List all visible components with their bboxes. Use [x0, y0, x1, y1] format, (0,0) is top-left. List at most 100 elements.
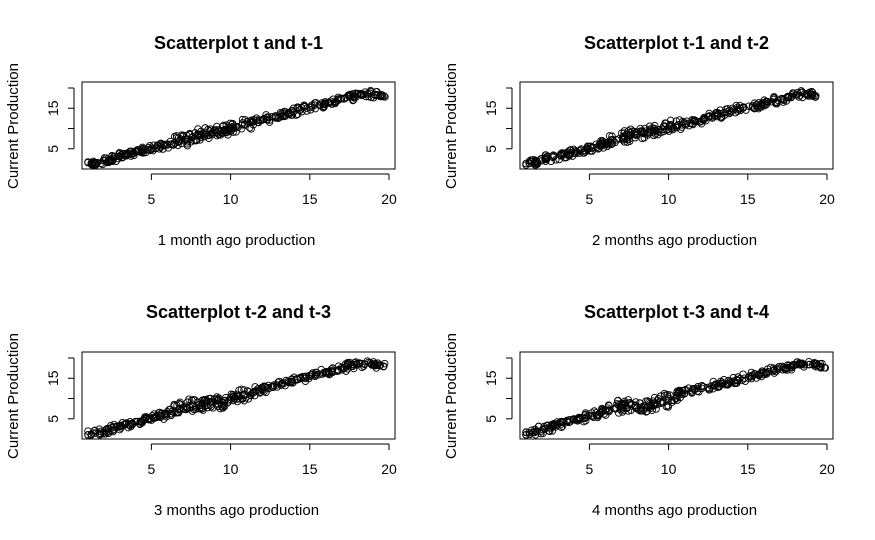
data-point — [112, 423, 121, 431]
x-axis-label: 4 months ago production — [592, 502, 757, 519]
x-axis-label: 2 months ago production — [592, 232, 757, 249]
data-point — [260, 382, 268, 391]
data-point — [607, 140, 616, 149]
y-tick-label: 5 — [483, 145, 499, 153]
data-point — [646, 125, 655, 134]
data-point — [762, 368, 770, 376]
data-point — [750, 99, 759, 107]
data-point — [246, 118, 254, 126]
data-point — [783, 93, 791, 101]
x-tick-label: 15 — [740, 461, 756, 477]
data-point — [643, 397, 652, 405]
data-point — [739, 103, 748, 111]
data-point — [84, 430, 92, 439]
scatter-points — [84, 86, 389, 169]
data-point — [376, 91, 384, 100]
x-tick-label: 15 — [302, 461, 318, 477]
data-point — [770, 93, 778, 101]
data-point — [549, 152, 558, 161]
data-point — [590, 407, 599, 415]
data-point — [194, 125, 202, 133]
data-point — [204, 131, 212, 140]
x-tick-label: 15 — [302, 191, 318, 207]
data-point — [227, 390, 236, 398]
data-point — [238, 115, 247, 124]
data-point — [240, 386, 248, 394]
data-point — [120, 420, 129, 429]
data-point — [583, 145, 592, 153]
data-point — [811, 360, 820, 368]
scatter-panel-4: Scatterplot t-3 and t-4 5 10 15 20 5 15 4 month… — [443, 302, 835, 519]
data-point — [243, 118, 251, 126]
data-point — [666, 116, 675, 125]
data-point — [159, 142, 168, 150]
data-point — [306, 105, 315, 114]
data-point — [220, 126, 229, 134]
data-point — [677, 125, 685, 134]
x-tick-label: 20 — [381, 191, 397, 207]
data-point — [583, 142, 592, 150]
data-point — [569, 145, 578, 154]
data-point — [810, 358, 819, 367]
data-point — [704, 113, 712, 121]
data-point — [722, 105, 730, 113]
data-point — [139, 416, 147, 425]
x-axis-label: 3 months ago production — [154, 502, 319, 519]
data-point — [604, 140, 613, 149]
data-point — [206, 125, 215, 133]
data-point — [733, 376, 741, 384]
data-point — [541, 154, 549, 163]
data-point — [210, 395, 219, 403]
data-point — [182, 404, 191, 412]
data-point — [762, 100, 771, 109]
data-point — [148, 145, 156, 154]
scatter-panel-1: Scatterplot t and t-1 5 10 15 20 5 15 1 month a… — [5, 33, 397, 249]
x-tick-label: 20 — [819, 461, 835, 477]
data-point — [793, 358, 801, 366]
data-point — [220, 402, 229, 410]
data-point — [229, 392, 237, 401]
data-point — [654, 395, 663, 403]
y-axis-label: Current Production — [5, 63, 22, 189]
x-tick-label: 10 — [661, 461, 677, 477]
data-point — [650, 401, 658, 410]
data-point — [558, 149, 566, 157]
data-point — [525, 430, 534, 438]
data-point — [183, 398, 192, 406]
data-point — [747, 368, 756, 377]
data-point — [343, 361, 352, 369]
data-point — [667, 124, 675, 133]
chart-title: Scatterplot t-2 and t-3 — [146, 302, 331, 322]
data-point — [167, 409, 175, 418]
data-point — [178, 131, 186, 139]
data-point — [775, 362, 783, 371]
data-point — [166, 137, 175, 146]
data-point — [299, 102, 308, 110]
data-point — [138, 147, 146, 156]
data-point — [680, 386, 689, 395]
data-point — [214, 130, 223, 139]
x-tick-label: 20 — [819, 191, 835, 207]
data-point — [160, 140, 169, 149]
y-axis: 5 15 — [45, 87, 75, 153]
data-point — [626, 125, 635, 133]
data-point — [538, 425, 547, 434]
data-point — [730, 377, 738, 385]
data-point — [189, 396, 198, 404]
data-point — [522, 159, 530, 168]
x-tick-label: 15 — [740, 191, 756, 207]
data-point — [252, 114, 261, 122]
x-tick-label: 5 — [585, 461, 593, 477]
data-point — [318, 370, 327, 378]
data-point — [251, 387, 260, 396]
data-point — [654, 130, 662, 139]
data-point — [291, 376, 299, 384]
data-point — [653, 400, 662, 409]
data-point — [597, 408, 606, 417]
data-point — [660, 127, 668, 135]
x-axis: 5 10 15 20 — [585, 173, 835, 207]
data-point — [580, 414, 589, 422]
data-point — [334, 362, 343, 370]
data-point — [636, 124, 644, 133]
data-point — [810, 91, 818, 100]
